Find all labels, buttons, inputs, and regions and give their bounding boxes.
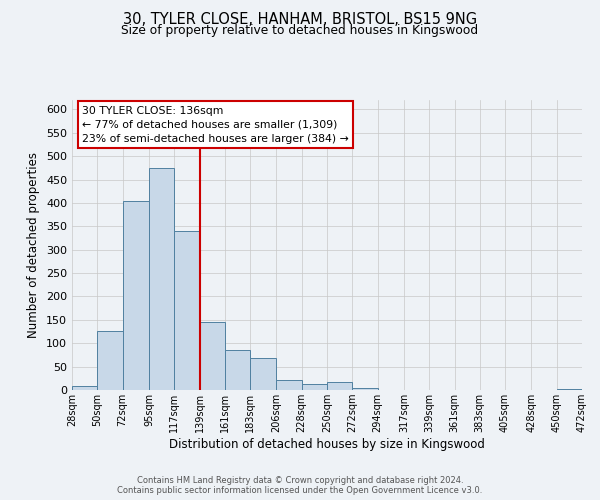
Text: Size of property relative to detached houses in Kingswood: Size of property relative to detached ho… (121, 24, 479, 37)
Y-axis label: Number of detached properties: Number of detached properties (28, 152, 40, 338)
Bar (327, 382, 352, 390)
Bar (250, 358, 277, 390)
Bar (72, 386, 97, 390)
Bar (277, 380, 302, 390)
Bar (97, 330, 122, 390)
Text: Contains HM Land Registry data © Crown copyright and database right 2024.: Contains HM Land Registry data © Crown c… (137, 476, 463, 485)
Bar (199, 322, 225, 390)
Text: 30, TYLER CLOSE, HANHAM, BRISTOL, BS15 9NG: 30, TYLER CLOSE, HANHAM, BRISTOL, BS15 9… (123, 12, 477, 28)
Bar (352, 388, 377, 390)
X-axis label: Distribution of detached houses by size in Kingswood: Distribution of detached houses by size … (169, 438, 485, 451)
Text: Contains public sector information licensed under the Open Government Licence v3: Contains public sector information licen… (118, 486, 482, 495)
Bar (302, 384, 327, 390)
Bar (174, 230, 199, 390)
Text: 30 TYLER CLOSE: 136sqm
← 77% of detached houses are smaller (1,309)
23% of semi-: 30 TYLER CLOSE: 136sqm ← 77% of detached… (82, 106, 349, 144)
Bar (122, 200, 149, 390)
Bar (149, 168, 174, 390)
Bar (225, 350, 250, 390)
Bar (557, 388, 582, 390)
